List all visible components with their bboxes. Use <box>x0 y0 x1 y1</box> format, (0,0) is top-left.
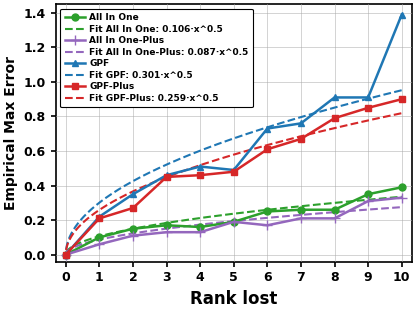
All In One-Plus <box>97 242 102 246</box>
Fit All In One: 0.106·x^0.5: (0.01, 0.0106): 0.106·x^0.5: (0.01, 0.0106) <box>64 251 69 255</box>
Fit All In One-Plus: 0.087·x^0.5: (7.27, 0.235): 0.087·x^0.5: (7.27, 0.235) <box>307 212 312 216</box>
All In One-Plus <box>63 253 68 256</box>
Line: Fit All In One: 0.106·x^0.5: Fit All In One: 0.106·x^0.5 <box>66 197 402 253</box>
All In One-Plus <box>332 217 337 220</box>
GPF <box>332 95 337 99</box>
GPF <box>399 13 404 17</box>
Fit All In One: 0.106·x^0.5: (3.26, 0.192): 0.106·x^0.5: (3.26, 0.192) <box>173 220 178 223</box>
All In One <box>198 225 203 229</box>
Fit All In One: 0.106·x^0.5: (7.27, 0.286): 0.106·x^0.5: (7.27, 0.286) <box>307 203 312 207</box>
GPF <box>63 253 68 256</box>
All In One <box>366 192 371 196</box>
Fit GPF: 0.301·x^0.5: (3.97, 0.599): 0.301·x^0.5: (3.97, 0.599) <box>196 149 201 153</box>
All In One <box>131 227 136 231</box>
Legend: All In One, Fit All In One: 0.106·x^0.5, All In One-Plus, Fit All In One-Plus: 0: All In One, Fit All In One: 0.106·x^0.5,… <box>60 9 253 107</box>
Line: Fit GPF-Plus: 0.259·x^0.5: Fit GPF-Plus: 0.259·x^0.5 <box>66 113 402 250</box>
All In One <box>97 236 102 239</box>
Fit GPF-Plus: 0.259·x^0.5: (7.27, 0.698): 0.259·x^0.5: (7.27, 0.698) <box>307 132 312 136</box>
Fit All In One: 0.106·x^0.5: (3.97, 0.211): 0.106·x^0.5: (3.97, 0.211) <box>196 216 201 220</box>
All In One-Plus <box>399 196 404 199</box>
All In One-Plus <box>131 234 136 237</box>
Fit GPF: 0.301·x^0.5: (3.26, 0.544): 0.301·x^0.5: (3.26, 0.544) <box>173 159 178 163</box>
Line: GPF: GPF <box>62 11 405 258</box>
GPF <box>366 95 371 99</box>
GPF <box>231 168 236 172</box>
Fit All In One: 0.106·x^0.5: (7.22, 0.285): 0.106·x^0.5: (7.22, 0.285) <box>306 203 311 207</box>
Line: All In One: All In One <box>62 184 405 258</box>
GPF-Plus <box>97 217 102 220</box>
Fit GPF-Plus: 0.259·x^0.5: (3.97, 0.516): 0.259·x^0.5: (3.97, 0.516) <box>196 164 201 168</box>
Fit GPF-Plus: 0.259·x^0.5: (1.21, 0.285): 0.259·x^0.5: (1.21, 0.285) <box>104 203 109 207</box>
GPF-Plus <box>63 253 68 256</box>
GPF-Plus <box>399 97 404 101</box>
Fit All In One-Plus: 0.087·x^0.5: (3.97, 0.173): 0.087·x^0.5: (3.97, 0.173) <box>196 223 201 227</box>
Fit GPF-Plus: 0.259·x^0.5: (7.22, 0.696): 0.259·x^0.5: (7.22, 0.696) <box>306 133 311 136</box>
All In One <box>399 185 404 189</box>
Fit GPF-Plus: 0.259·x^0.5: (6.29, 0.65): 0.259·x^0.5: (6.29, 0.65) <box>275 140 280 144</box>
Line: All In One-Plus: All In One-Plus <box>61 193 406 260</box>
GPF-Plus <box>265 147 270 151</box>
X-axis label: Rank lost: Rank lost <box>190 290 277 308</box>
All In One <box>63 253 68 256</box>
All In One <box>265 210 270 213</box>
Fit All In One-Plus: 0.087·x^0.5: (3.26, 0.157): 0.087·x^0.5: (3.26, 0.157) <box>173 226 178 229</box>
All In One <box>332 208 337 212</box>
Fit All In One: 0.106·x^0.5: (10, 0.335): 0.106·x^0.5: (10, 0.335) <box>399 195 404 199</box>
Line: Fit GPF: 0.301·x^0.5: Fit GPF: 0.301·x^0.5 <box>66 90 402 250</box>
Fit GPF-Plus: 0.259·x^0.5: (3.26, 0.468): 0.259·x^0.5: (3.26, 0.468) <box>173 172 178 176</box>
All In One <box>298 208 303 212</box>
All In One-Plus <box>231 220 236 224</box>
Fit All In One-Plus: 0.087·x^0.5: (7.22, 0.234): 0.087·x^0.5: (7.22, 0.234) <box>306 212 311 216</box>
GPF-Plus <box>332 116 337 120</box>
All In One <box>231 220 236 224</box>
GPF <box>97 215 102 218</box>
All In One-Plus <box>164 230 169 234</box>
All In One-Plus <box>265 223 270 227</box>
Fit GPF: 0.301·x^0.5: (0.01, 0.0301): 0.301·x^0.5: (0.01, 0.0301) <box>64 248 69 251</box>
Line: Fit All In One-Plus: 0.087·x^0.5: Fit All In One-Plus: 0.087·x^0.5 <box>66 207 402 253</box>
Fit GPF: 0.301·x^0.5: (1.21, 0.331): 0.301·x^0.5: (1.21, 0.331) <box>104 196 109 199</box>
Fit All In One-Plus: 0.087·x^0.5: (6.29, 0.218): 0.087·x^0.5: (6.29, 0.218) <box>275 215 280 219</box>
GPF <box>131 192 136 196</box>
GPF-Plus <box>131 206 136 210</box>
All In One-Plus <box>198 230 203 234</box>
GPF-Plus <box>198 173 203 177</box>
All In One-Plus <box>298 217 303 220</box>
GPF-Plus <box>366 106 371 110</box>
All In One-Plus <box>366 199 371 203</box>
Fit All In One: 0.106·x^0.5: (6.29, 0.266): 0.106·x^0.5: (6.29, 0.266) <box>275 207 280 211</box>
GPF <box>164 173 169 177</box>
GPF-Plus <box>298 137 303 141</box>
Fit GPF: 0.301·x^0.5: (7.22, 0.809): 0.301·x^0.5: (7.22, 0.809) <box>306 113 311 117</box>
Line: GPF-Plus: GPF-Plus <box>63 96 404 257</box>
GPF <box>265 127 270 130</box>
Fit All In One-Plus: 0.087·x^0.5: (1.21, 0.0958): 0.087·x^0.5: (1.21, 0.0958) <box>104 236 109 240</box>
Fit GPF: 0.301·x^0.5: (7.27, 0.812): 0.301·x^0.5: (7.27, 0.812) <box>307 113 312 116</box>
Fit GPF: 0.301·x^0.5: (10, 0.952): 0.301·x^0.5: (10, 0.952) <box>399 88 404 92</box>
Fit GPF-Plus: 0.259·x^0.5: (10, 0.819): 0.259·x^0.5: (10, 0.819) <box>399 111 404 115</box>
All In One <box>164 223 169 227</box>
GPF <box>198 165 203 168</box>
GPF-Plus <box>231 170 236 173</box>
GPF-Plus <box>164 175 169 179</box>
Fit All In One-Plus: 0.087·x^0.5: (10, 0.275): 0.087·x^0.5: (10, 0.275) <box>399 205 404 209</box>
Fit GPF: 0.301·x^0.5: (6.29, 0.755): 0.301·x^0.5: (6.29, 0.755) <box>275 122 280 126</box>
Fit All In One-Plus: 0.087·x^0.5: (0.01, 0.0087): 0.087·x^0.5: (0.01, 0.0087) <box>64 251 69 255</box>
GPF <box>298 121 303 125</box>
Fit GPF-Plus: 0.259·x^0.5: (0.01, 0.0259): 0.259·x^0.5: (0.01, 0.0259) <box>64 248 69 252</box>
Fit All In One: 0.106·x^0.5: (1.21, 0.117): 0.106·x^0.5: (1.21, 0.117) <box>104 233 109 236</box>
Y-axis label: Empirical Max Error: Empirical Max Error <box>4 56 18 210</box>
